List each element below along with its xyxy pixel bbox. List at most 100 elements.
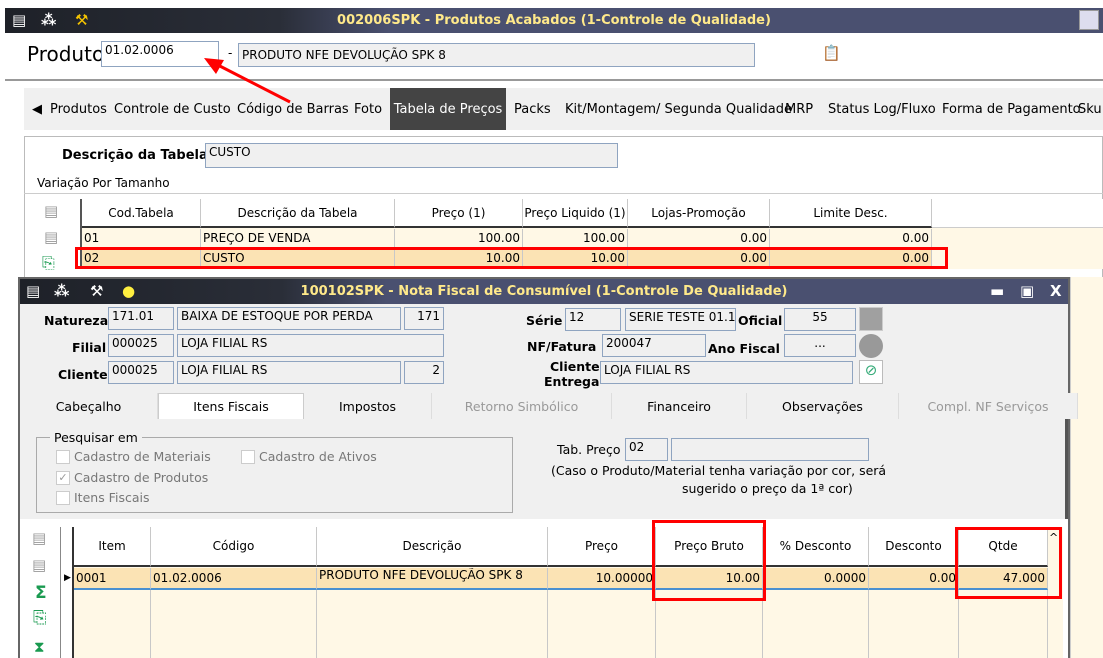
remove-row-icon[interactable]: ▤ bbox=[44, 228, 59, 246]
tab-status-log[interactable]: Status Log/Fluxo bbox=[828, 101, 936, 117]
tab-impostos[interactable]: Impostos bbox=[304, 393, 432, 419]
close-icon[interactable]: X bbox=[1050, 282, 1062, 300]
remove-item-icon[interactable]: ▤ bbox=[32, 556, 47, 574]
minimize-icon[interactable]: ▬ bbox=[990, 282, 1005, 300]
tab-codigo-barras[interactable]: Código de Barras bbox=[237, 101, 349, 117]
col-preco-liquido[interactable]: Preço Liquido (1) bbox=[523, 199, 628, 228]
tab-tabela-precos[interactable]: Tabela de Preços bbox=[390, 88, 506, 130]
checkbox-ativos[interactable]: Cadastro de Ativos bbox=[241, 449, 377, 464]
sum-icon[interactable]: Σ bbox=[35, 583, 47, 603]
natureza-label: Natureza bbox=[44, 313, 109, 328]
tab-compl-nf: Compl. NF Serviços bbox=[899, 393, 1078, 419]
natureza-desc-field: BAIXA DE ESTOQUE POR PERDA bbox=[177, 307, 401, 330]
col-limite-desc[interactable]: Limite Desc. bbox=[770, 199, 932, 228]
filial-code-input[interactable]: 000025 bbox=[108, 334, 174, 357]
col-qtde[interactable]: Qtde bbox=[959, 527, 1048, 567]
grid-cell: 01.02.0006 bbox=[151, 568, 317, 590]
tab-produtos[interactable]: Produtos bbox=[50, 101, 107, 117]
wrench-icon[interactable]: ⚒ bbox=[75, 11, 89, 29]
desc-table-field: CUSTO bbox=[205, 143, 618, 168]
add-row-icon[interactable]: ▤ bbox=[44, 202, 59, 220]
tab-kit-montagem[interactable]: Kit/Montagem/ Segunda Qualidade bbox=[565, 101, 792, 117]
cliente-desc-field: LOJA FILIAL RS bbox=[177, 361, 401, 384]
table-row-selected[interactable]: 02 CUSTO 10.00 10.00 0.00 0.00 bbox=[82, 248, 932, 267]
cliente-code-input[interactable]: 000025 bbox=[108, 361, 174, 384]
main-window-title: 002006SPK - Produtos Acabados (1-Control… bbox=[337, 13, 771, 28]
product-code-input[interactable]: 01.02.0006 bbox=[101, 41, 219, 67]
product-name-field: PRODUTO NFE DEVOLUÇÃO SPK 8 bbox=[238, 43, 755, 67]
filter-icon[interactable]: ⧗ bbox=[34, 638, 45, 656]
image-icon[interactable] bbox=[1079, 10, 1099, 30]
edit-link-icon[interactable]: ⊘ bbox=[859, 360, 883, 384]
serie-code-input[interactable]: 12 bbox=[565, 308, 621, 331]
product-separator: - bbox=[228, 46, 233, 60]
tab-retorno-simbolico: Retorno Simbólico bbox=[432, 393, 612, 419]
natureza-code-input[interactable]: 171.01 bbox=[108, 307, 174, 330]
grid-cell: PRODUTO NFE DEVOLUÇÃO SPK 8 bbox=[317, 568, 548, 590]
nf-title-bar: ▤ ⁂ ⚒ ● 100102SPK - Nota Fiscal de Consu… bbox=[20, 279, 1068, 304]
col-desconto[interactable]: Desconto bbox=[869, 527, 959, 567]
scroll-up-icon[interactable]: ^ bbox=[1049, 531, 1059, 544]
col-pct-desconto[interactable]: % Desconto bbox=[763, 527, 869, 567]
col-descricao[interactable]: Descrição da Tabela bbox=[201, 199, 395, 228]
tab-preco-input[interactable]: 02 bbox=[625, 438, 668, 461]
filial-label: Filial bbox=[72, 340, 107, 355]
price-table: Cod.Tabela Descrição da Tabela Preço (1)… bbox=[70, 199, 1103, 269]
grid-cell: 0001 bbox=[74, 568, 151, 590]
wrench-icon[interactable]: ⚒ bbox=[90, 282, 104, 300]
variation-label: Variação Por Tamanho bbox=[37, 176, 170, 190]
natureza-num-field: 171 bbox=[404, 307, 444, 330]
tab-sku[interactable]: Sku bbox=[1078, 101, 1102, 117]
tab-forma-pagamento[interactable]: Forma de Pagamento bbox=[942, 101, 1081, 117]
nf-tabs: Cabeçalho Itens Fiscais Impostos Retorno… bbox=[20, 393, 1078, 419]
tab-financeiro[interactable]: Financeiro bbox=[612, 393, 747, 419]
tab-observacoes[interactable]: Observações bbox=[747, 393, 899, 419]
tab-cabecalho[interactable]: Cabeçalho bbox=[20, 393, 158, 419]
cliente-entrega-field[interactable]: LOJA FILIAL RS bbox=[600, 361, 853, 384]
grid-cell: 0.00 bbox=[869, 568, 959, 590]
current-row-marker-icon: ▶ bbox=[64, 573, 71, 583]
ano-fiscal-field: ... bbox=[784, 334, 856, 357]
col-preco[interactable]: Preço (1) bbox=[395, 199, 523, 228]
col-descricao[interactable]: Descrição bbox=[317, 527, 548, 567]
checkbox-itens-fiscais[interactable]: Itens Fiscais bbox=[56, 490, 149, 505]
lightbulb-icon[interactable]: ● bbox=[122, 282, 136, 300]
tab-mrp[interactable]: MRP bbox=[785, 101, 814, 117]
cliente-label: Cliente bbox=[58, 367, 108, 382]
tab-itens-fiscais[interactable]: Itens Fiscais bbox=[158, 393, 304, 419]
serie-label: Série bbox=[526, 313, 563, 328]
nf-fatura-label: NF/Fatura bbox=[527, 339, 597, 354]
traffic-light-icon[interactable]: ⁂ bbox=[54, 282, 70, 300]
oficial-label: Oficial bbox=[738, 313, 783, 328]
col-preco[interactable]: Preço bbox=[548, 527, 656, 567]
product-label: Produto bbox=[27, 42, 105, 66]
tabs-scroll-left[interactable]: ◀ bbox=[32, 101, 42, 117]
grid-cell: 47.000 bbox=[959, 568, 1048, 590]
search-group bbox=[36, 437, 513, 513]
copy-icon[interactable]: 📋 bbox=[822, 44, 841, 62]
menu-icon[interactable]: ▤ bbox=[12, 11, 27, 29]
export-icon[interactable]: ⎘ bbox=[33, 608, 47, 628]
checkbox-produtos[interactable]: ✓ Cadastro de Produtos bbox=[56, 470, 208, 485]
main-title-bar: ▤ ⁂ ⚒ 002006SPK - Produtos Acabados (1-C… bbox=[5, 8, 1103, 33]
col-item[interactable]: Item bbox=[74, 527, 151, 567]
nf-fatura-input[interactable]: 200047 bbox=[602, 334, 706, 357]
tab-foto[interactable]: Foto bbox=[354, 101, 383, 117]
items-grid: Item Código Descrição Preço Preço Bruto% Des… bbox=[60, 527, 1063, 658]
add-item-icon[interactable]: ▤ bbox=[32, 529, 47, 547]
desc-table-label: Descrição da Tabela bbox=[62, 148, 208, 163]
traffic-light-icon[interactable]: ⁂ bbox=[41, 11, 57, 29]
col-cod-tabela[interactable]: Cod.Tabela bbox=[82, 199, 201, 228]
col-lojas-promocao[interactable]: Lojas-Promoção bbox=[628, 199, 770, 228]
cliente-entrega-label-2: Entrega bbox=[544, 374, 600, 389]
col-preco-bruto[interactable]: Preço Bruto bbox=[656, 527, 763, 567]
tab-controle-custo[interactable]: Controle de Custo bbox=[114, 101, 231, 117]
tab-packs[interactable]: Packs bbox=[514, 101, 551, 117]
col-codigo[interactable]: Código bbox=[151, 527, 317, 567]
divider bbox=[5, 79, 1103, 81]
checkbox-materiais[interactable]: Cadastro de Materiais bbox=[56, 449, 211, 464]
maximize-icon[interactable]: ▣ bbox=[1020, 282, 1035, 300]
edit-row-icon[interactable]: ⎘ bbox=[42, 253, 55, 272]
cliente-num-field: 2 bbox=[404, 361, 444, 384]
menu-icon[interactable]: ▤ bbox=[26, 282, 41, 300]
